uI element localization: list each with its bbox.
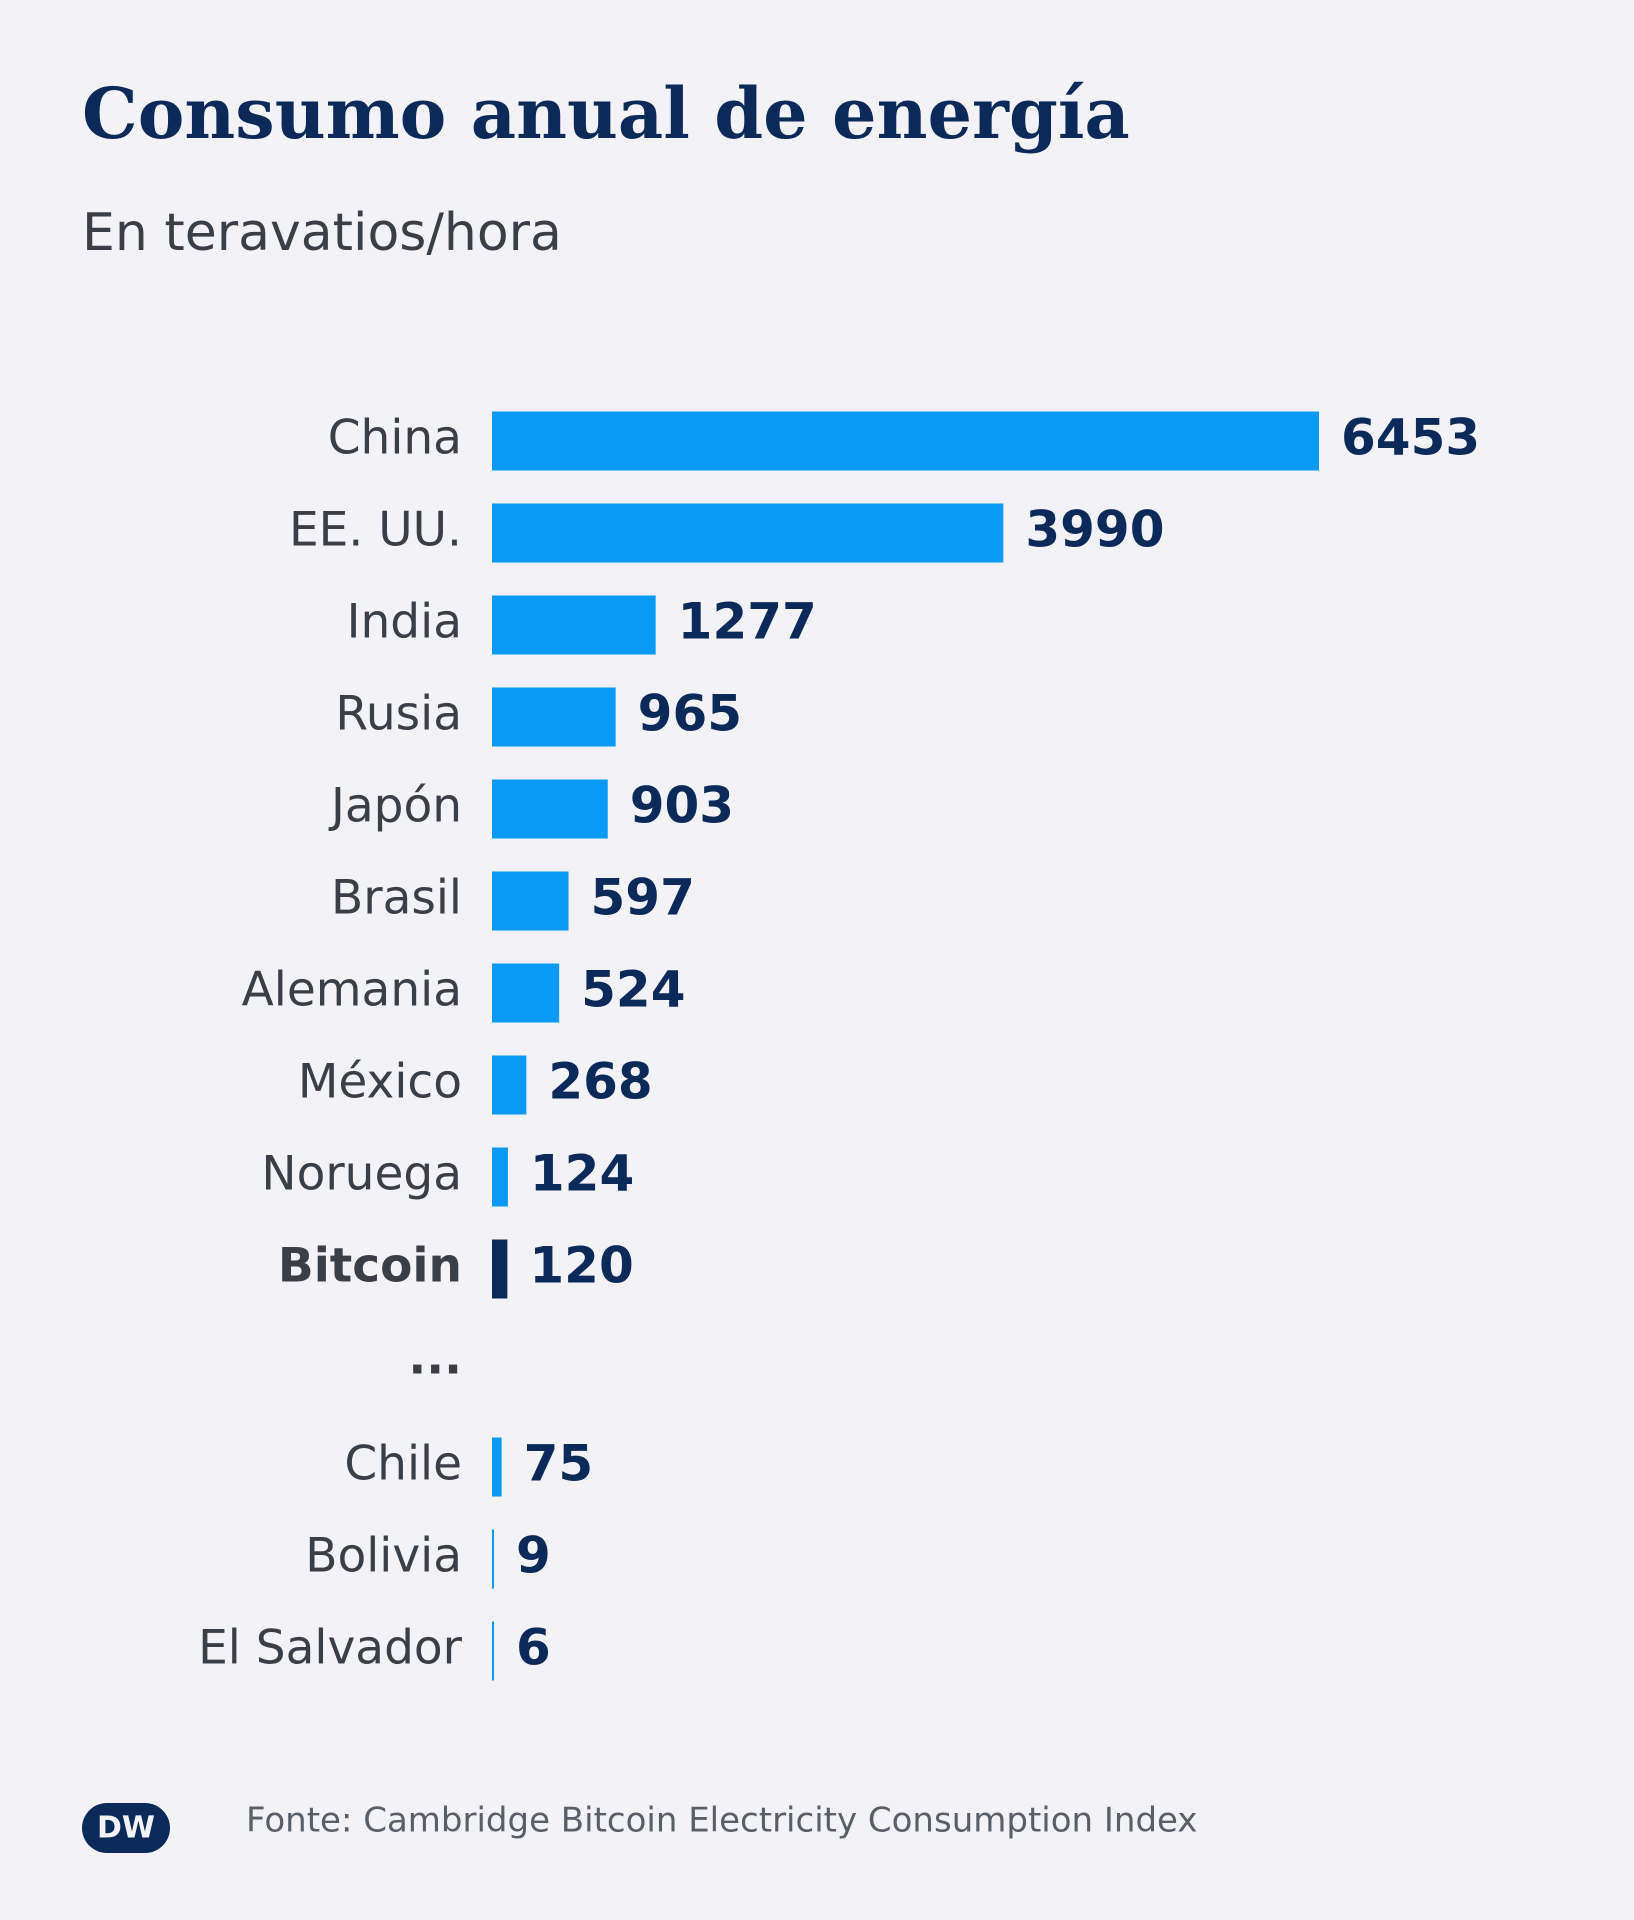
source: Fonte: Cambridge Bitcoin Electricity Con… [246,1801,1198,1841]
bar [492,963,560,1023]
value-label: 3990 [1025,501,1164,559]
bar [492,871,569,931]
category-label: México [298,1055,462,1110]
category-label: Rusia [335,687,462,742]
value-label: 6 [516,1619,551,1677]
bar [492,1437,502,1497]
bar [492,779,608,839]
value-label: 124 [530,1145,634,1203]
value-label: 9 [516,1527,551,1585]
value-label: 6453 [1341,409,1480,467]
bar [492,503,1004,563]
bar [492,1529,494,1589]
value-label: 965 [638,685,742,743]
bar [492,411,1319,471]
category-label: EE. UU. [289,503,462,558]
category-label: El Salvador [198,1621,463,1676]
category-label: Noruega [261,1147,462,1202]
logo: DW [97,1811,155,1846]
category-label: ... [408,1331,462,1386]
value-label: 268 [548,1053,652,1111]
category-label: Bitcoin [278,1239,462,1294]
chart-title: Consumo anual de energía [82,72,1130,155]
category-label: Bolivia [305,1529,462,1584]
bar [492,1055,527,1115]
bar [492,595,656,655]
category-label: Alemania [242,963,462,1018]
logo-badge [82,1803,170,1853]
value-label: 1277 [678,593,817,651]
value-label: 75 [524,1435,594,1493]
value-label: 903 [630,777,734,835]
chart-subtitle: En teravatios/hora [82,203,562,263]
bar [492,687,616,747]
bar [492,1239,508,1299]
bar [492,1621,494,1681]
value-label: 524 [581,961,685,1019]
category-label: India [347,595,462,650]
category-label: Japón [328,779,462,834]
bar [492,1147,508,1207]
value-label: 120 [529,1237,633,1295]
category-label: Chile [344,1437,462,1492]
category-label: China [328,411,462,466]
value-label: 597 [591,869,695,927]
category-label: Brasil [331,871,462,926]
